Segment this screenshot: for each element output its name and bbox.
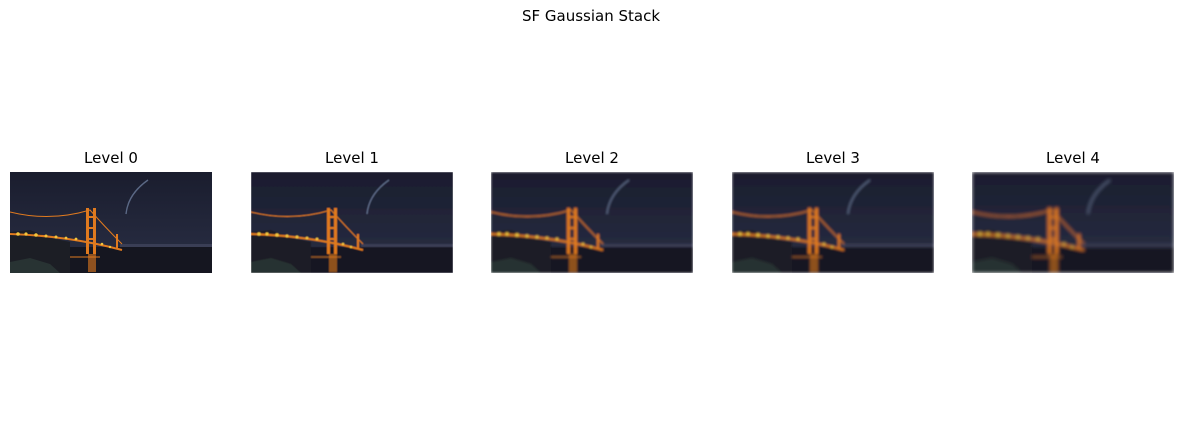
panel-title: Level 3 [806,149,860,167]
panel-title: Level 4 [1046,149,1100,167]
bridge-night-image [10,172,212,273]
stack-panel-level-3: Level 3 [732,148,934,273]
stack-panel-level-0: Level 0 [10,148,212,273]
panel-title: Level 2 [565,149,619,167]
stack-panel-level-4: Level 4 [972,148,1174,273]
stack-panel-level-2: Level 2 [491,148,693,273]
bridge-night-image [732,172,934,273]
bridge-night-image [972,172,1174,273]
bridge-night-image [251,172,453,273]
stack-panel-level-1: Level 1 [251,148,453,273]
bridge-night-image [491,172,693,273]
panel-title: Level 0 [84,149,138,167]
panel-title: Level 1 [325,149,379,167]
figure-title: SF Gaussian Stack [521,7,661,25]
